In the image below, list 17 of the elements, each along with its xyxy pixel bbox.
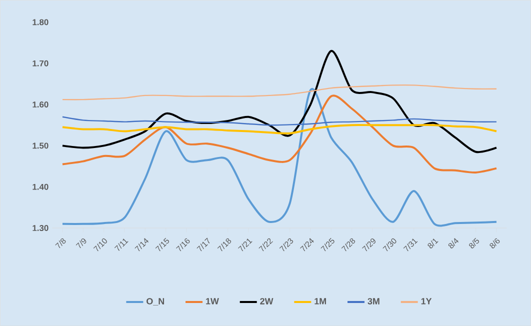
line-series <box>62 94 498 174</box>
legend-label: 1W <box>206 298 219 304</box>
legend-label: 1M <box>314 298 326 304</box>
legend-label: 3M <box>368 298 380 304</box>
y-tick-label: 1.40 <box>32 184 48 190</box>
y-tick-label: 1.30 <box>32 224 48 231</box>
line-series <box>62 50 498 153</box>
line-series <box>62 116 498 126</box>
legend-label: 2W <box>260 298 274 304</box>
legend-label: 1Y <box>421 298 432 304</box>
y-tick-label: 1.50 <box>32 142 48 149</box>
line-series <box>62 124 498 134</box>
legend-label: O_N <box>146 298 164 306</box>
line-series <box>62 84 498 100</box>
y-tick-label: 1.60 <box>32 101 48 108</box>
y-tick-label: 1.80 <box>32 19 48 26</box>
y-tick-label: 1.70 <box>32 60 48 66</box>
